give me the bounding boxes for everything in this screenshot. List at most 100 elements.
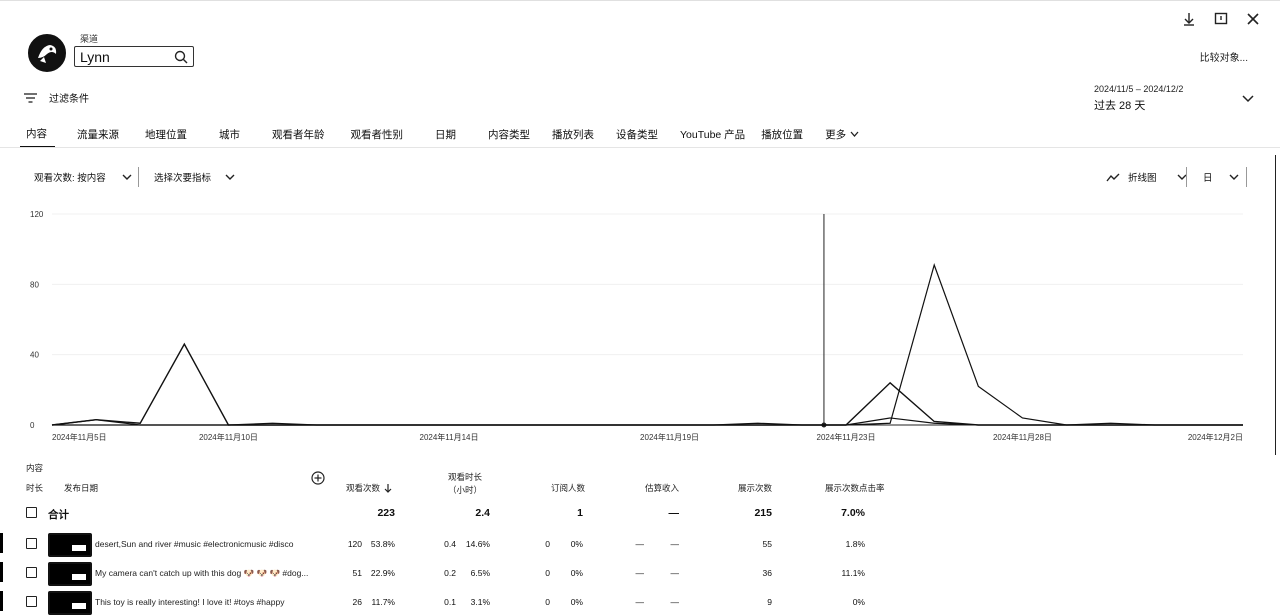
tabs-divider: [0, 147, 1280, 148]
secondary-metric-dropdown[interactable]: 选择次要指标: [154, 170, 235, 184]
tab-content[interactable]: 内容: [20, 126, 55, 148]
toolbar-divider: [1186, 167, 1187, 187]
tab-playback-location[interactable]: 播放位置: [761, 128, 804, 141]
total-label: 合计: [48, 509, 69, 521]
row-subs-pct: 0%: [570, 568, 583, 578]
chevron-down-icon: [122, 174, 132, 180]
tab-viewer-age[interactable]: 观看者年龄: [272, 128, 325, 141]
video-title-link[interactable]: This toy is really interesting! I love i…: [95, 597, 285, 607]
tab-traffic-source[interactable]: 流量来源: [77, 128, 119, 141]
search-icon[interactable]: [173, 49, 189, 65]
video-title-link[interactable]: desert,Sun and river #music #electronicm…: [95, 539, 294, 549]
row-selection-marker: [0, 533, 3, 553]
y-tick-label: 120: [30, 210, 44, 219]
granularity-dropdown[interactable]: 日: [1203, 170, 1239, 184]
tab-device-type[interactable]: 设备类型: [616, 128, 658, 141]
filter-bar[interactable]: 过滤条件: [24, 90, 89, 105]
x-tick-label: 2024年12月2日: [1188, 432, 1243, 442]
row-revenue-pct: —: [670, 568, 680, 578]
row-views: 51: [352, 568, 362, 578]
video-title-link[interactable]: My camera can't catch up with this dog 🐶…: [95, 568, 309, 578]
row-watch-time: 0.2: [444, 568, 456, 578]
video-thumbnail[interactable]: [48, 591, 92, 615]
y-tick-label: 0: [30, 421, 35, 430]
revenue-column-header[interactable]: 估算收入: [645, 483, 680, 493]
row-views-pct: 22.9%: [370, 568, 395, 578]
row-subs-pct: 0%: [570, 539, 583, 549]
row-ctr: 0%: [852, 597, 865, 607]
filter-label[interactable]: 过滤条件: [49, 94, 89, 105]
ctr-column-header[interactable]: 展示次数点击率: [825, 483, 885, 493]
chevron-down-icon[interactable]: [1242, 92, 1254, 106]
row-checkbox[interactable]: [26, 567, 37, 578]
channel-search[interactable]: Lynn: [74, 46, 194, 67]
total-ctr: 7.0%: [841, 507, 865, 519]
y-tick-label: 80: [30, 280, 39, 289]
tab-city[interactable]: 城市: [219, 128, 240, 141]
row-views: 120: [347, 539, 362, 549]
date-range-text: 2024/11/5 – 2024/12/2: [1094, 84, 1184, 94]
watch-time-column-header[interactable]: 观看时长（小时）: [447, 472, 482, 495]
download-icon[interactable]: [1180, 10, 1198, 28]
toolbar-divider: [138, 167, 139, 187]
search-input[interactable]: Lynn: [80, 48, 110, 65]
row-revenue-pct: —: [670, 597, 680, 607]
video-thumbnail[interactable]: [48, 562, 92, 586]
views-line-chart[interactable]: 120 80 40 0 2024年11月5日 2024年11月10日 2024年11月14日…: [0, 200, 1280, 448]
total-revenue: —: [668, 507, 680, 519]
close-icon[interactable]: [1244, 10, 1262, 28]
chart-type-dropdown[interactable]: 折线图: [1106, 170, 1187, 184]
row-ctr: 11.1%: [841, 568, 865, 578]
tab-content-type[interactable]: 内容类型: [488, 128, 530, 141]
tab-geography[interactable]: 地理位置: [145, 128, 187, 141]
chart-type-label: 折线图: [1128, 173, 1157, 184]
tab-more[interactable]: 更多: [817, 127, 867, 142]
compare-button[interactable]: 比较对象...: [1199, 53, 1248, 64]
row-selection-marker: [0, 562, 3, 582]
total-checkbox[interactable]: [26, 507, 37, 518]
row-ctr: 1.8%: [845, 539, 865, 549]
report-tabs: 内容 流量来源 地理位置 城市 观看者年龄 观看者性别 日期 内容类型 播放列表…: [20, 124, 867, 148]
tab-date[interactable]: 日期: [435, 128, 456, 141]
x-tick-label: 2024年11月23日: [817, 432, 876, 442]
duration-column-header[interactable]: 时长: [26, 483, 44, 493]
row-impressions: 55: [762, 539, 772, 549]
row-views: 26: [352, 597, 362, 607]
total-subscribers: 1: [577, 507, 583, 519]
filter-icon[interactable]: [24, 92, 37, 103]
date-range-label: 过去 28 天: [1094, 100, 1146, 112]
add-column-icon[interactable]: [311, 471, 325, 490]
tab-youtube-product[interactable]: YouTube 产品: [680, 128, 746, 141]
publish-date-column-header[interactable]: 发布日期: [64, 483, 99, 493]
chevron-down-icon: [1229, 174, 1239, 180]
window-top-border: [0, 0, 1280, 1]
total-watch-time: 2.4: [475, 507, 490, 519]
channel-avatar[interactable]: [28, 34, 66, 72]
video-thumbnail[interactable]: [48, 533, 92, 557]
impressions-column-header[interactable]: 展示次数: [738, 483, 773, 493]
x-tick-label: 2024年11月10日: [199, 432, 258, 442]
row-watch-time: 0.1: [444, 597, 456, 607]
series-line: [51, 342, 1243, 426]
x-tick-label: 2024年11月28日: [993, 432, 1052, 442]
subscribers-column-header[interactable]: 订阅人数: [551, 483, 586, 493]
row-revenue: —: [635, 568, 645, 578]
row-subscribers: 0: [545, 568, 550, 578]
total-views: 223: [377, 507, 395, 519]
metric-dropdown[interactable]: 观看次数: 按内容: [34, 170, 132, 184]
date-range-picker[interactable]: 2024/11/5 – 2024/12/2 过去 28 天: [1094, 84, 1224, 113]
row-impressions: 36: [762, 568, 772, 578]
tab-playlist[interactable]: 播放列表: [552, 128, 594, 141]
scrollbar-track[interactable]: [1275, 155, 1276, 455]
row-checkbox[interactable]: [26, 596, 37, 607]
row-watch-pct: 14.6%: [465, 539, 490, 549]
views-column-header[interactable]: 观看次数: [346, 482, 392, 494]
row-views-pct: 53.8%: [370, 539, 395, 549]
feedback-icon[interactable]: [1212, 10, 1230, 28]
row-impressions: 9: [767, 597, 772, 607]
tab-viewer-gender[interactable]: 观看者性别: [350, 128, 404, 141]
row-checkbox[interactable]: [26, 538, 37, 549]
sort-down-icon: [384, 483, 392, 493]
chevron-down-icon: [225, 174, 235, 180]
channel-label: 渠道: [80, 34, 99, 44]
